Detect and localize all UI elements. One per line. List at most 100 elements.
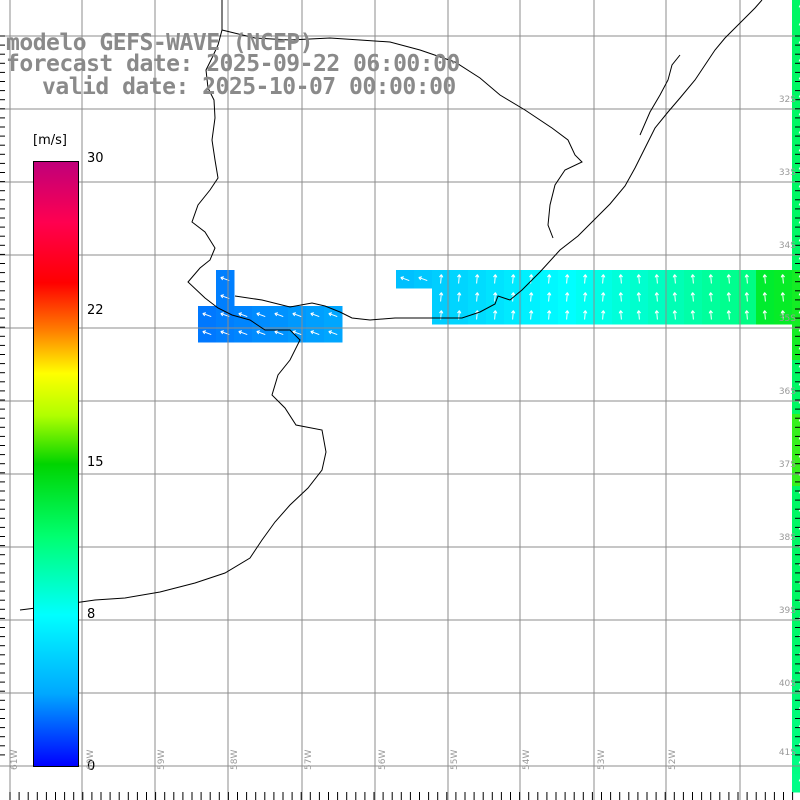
wind-speed-cell [792,720,800,739]
lon-label: 56W [378,749,388,770]
lat-label: 32S [778,95,796,105]
wind-arrow [780,310,785,320]
colorbar-unit: [m/s] [33,133,67,148]
wind-speed-cell [792,180,800,199]
lon-label: 60W [86,749,96,770]
wind-arrow [292,312,302,318]
lon-label: 52W [668,749,678,770]
valid-date: valid date: 2025-10-07 00:00:00 [42,74,456,100]
border-line [221,29,583,239]
wind-arrow [762,292,767,302]
wind-speed-cell [792,414,800,433]
lat-label: 38S [778,533,796,543]
wind-arrow [493,274,498,284]
wind-arrow [475,292,480,302]
wind-arrow [256,312,266,318]
wind-speed-cell [792,522,800,541]
wind-speed-cell [792,162,800,181]
wind-arrow [618,310,623,320]
wind-arrow [744,274,749,284]
lagoon-outline [639,54,681,136]
wind-arrow [256,330,266,336]
wind-speed-cell [792,270,800,289]
wind-arrow [202,312,212,318]
wind-arrow [238,330,248,336]
wind-arrow [672,292,677,302]
wind-arrow [744,292,749,302]
lon-label: 55W [450,749,460,770]
wind-speed-cell [792,126,800,145]
lat-label: 34S [778,241,796,251]
lat-label: 39S [778,606,796,616]
wind-arrow [708,310,713,320]
colorbar-tick-15: 15 [87,455,104,470]
wind-arrow [672,274,677,284]
colorbar-tick-22: 22 [87,303,104,318]
wind-speed-cell [792,306,800,325]
wind-speed-cell [792,738,800,757]
coastline-estuary [234,0,763,321]
lat-label: 37S [778,460,796,470]
wind-arrow [708,274,713,284]
wind-arrow [583,292,588,302]
wind-speed-cell [792,288,800,307]
wind-speed-cell [792,234,800,253]
lat-label: 35S [778,314,796,324]
wind-arrow [529,310,534,320]
wind-arrow [475,274,480,284]
wind-arrow [328,312,338,318]
wind-arrow [511,274,516,284]
wind-arrow [601,274,606,284]
wind-speed-cell [792,486,800,505]
wind-arrow [618,292,623,302]
wind-arrow [726,292,731,302]
wind-speed-cell [792,252,800,271]
wind-arrow [762,310,767,320]
wind-speed-cell [792,324,800,343]
wind-speed-cell [792,0,800,19]
lon-label: 58W [230,749,240,770]
wind-arrow [202,330,212,336]
wind-speed-cell [792,432,800,451]
wind-arrow [418,276,428,282]
wind-arrow [654,274,659,284]
wind-arrow [672,310,677,320]
wind-arrow [636,292,641,302]
lon-label: 53W [597,749,607,770]
wind-speed-cell [792,144,800,163]
lon-label: 54W [522,749,532,770]
lat-label: 33S [778,168,796,178]
wind-speed-cell [792,108,800,127]
wind-speed-cell [792,540,800,559]
wind-speed-cell [792,594,800,613]
wind-arrow [654,310,659,320]
wind-speed-cell [792,360,800,379]
wind-arrow [690,292,695,302]
wind-speed-cell [792,378,800,397]
wind-speed-cell [792,756,800,775]
wind-arrow [780,292,785,302]
wind-arrow [780,274,785,284]
colorbar-tick-0: 0 [87,759,96,774]
wind-arrow [547,292,552,302]
wind-arrow [457,274,462,284]
wind-arrow [565,292,570,302]
wind-speed-cell [792,648,800,667]
colorbar-tick-30: 30 [87,151,104,166]
wind-arrow [529,292,534,302]
wind-speed-cell [792,450,800,469]
wind-arrow [618,274,623,284]
lat-label: 40S [778,679,796,689]
wind-arrow [493,310,498,320]
wind-arrow-layer [202,4,800,782]
lon-label: 57W [304,749,314,770]
lat-label: 36S [778,387,796,397]
wind-arrow [601,292,606,302]
wind-arrow [583,310,588,320]
wind-speed-cell [792,612,800,631]
wind-speed-cell [792,468,800,487]
wind-arrow [583,274,588,284]
